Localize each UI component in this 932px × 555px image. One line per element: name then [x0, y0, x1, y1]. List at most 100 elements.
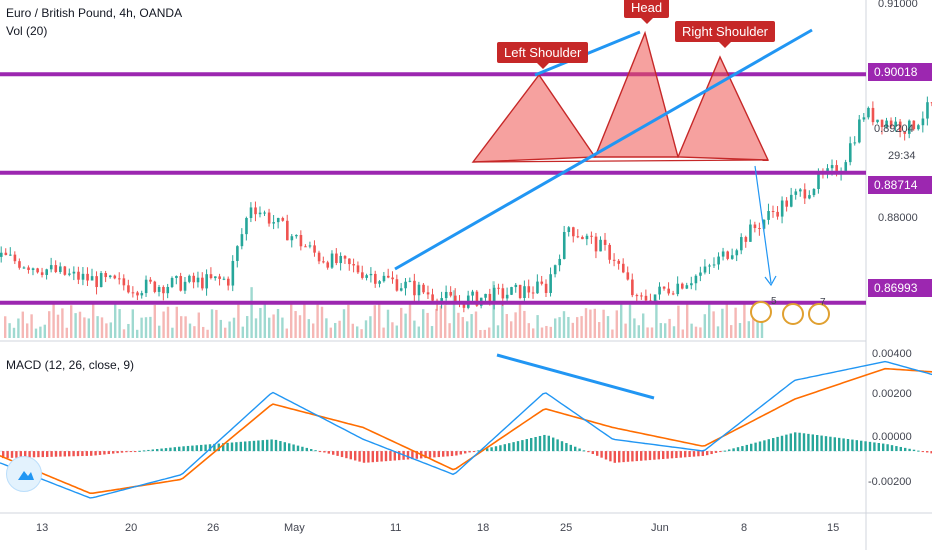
volume-bar: [738, 323, 742, 338]
candle-body: [118, 278, 121, 280]
macd-histogram-bar: [926, 451, 929, 453]
macd-histogram-bar: [464, 451, 467, 454]
volume-bar: [637, 325, 640, 338]
candle-body: [127, 285, 130, 293]
candle-body: [431, 294, 434, 301]
volume-bar: [188, 323, 192, 338]
macd-histogram-bar: [565, 443, 568, 452]
macd-line[interactable]: [0, 360, 932, 499]
macd-histogram-bar: [776, 436, 779, 452]
volume-bar: [760, 314, 764, 338]
neckline[interactable]: [472, 159, 769, 163]
candle-body: [281, 217, 285, 221]
candle-body: [726, 251, 729, 259]
macd-histogram-bar: [151, 449, 154, 452]
uk-flag-icon[interactable]: [808, 303, 830, 325]
volume-bar: [686, 302, 689, 338]
tradingview-logo[interactable]: [6, 456, 42, 492]
candle-body: [753, 224, 757, 229]
volume-bar: [505, 314, 508, 338]
candle-body: [740, 237, 743, 251]
macd-histogram-bar: [468, 451, 471, 453]
macd-histogram-bar: [741, 446, 744, 452]
head-triangle[interactable]: [593, 30, 679, 158]
candle-body: [721, 251, 725, 257]
cloud-icon: [18, 471, 34, 480]
macd-tick-4: -0.00200: [868, 476, 912, 488]
left-shoulder-triangle[interactable]: [471, 73, 597, 163]
right-shoulder-triangle[interactable]: [676, 55, 770, 161]
macd-histogram-bar: [657, 451, 660, 460]
candle-body: [72, 271, 76, 274]
candle-body: [871, 107, 875, 123]
candle-body: [356, 265, 360, 273]
macd-histogram-bar: [354, 451, 357, 461]
uptrend-line[interactable]: [394, 28, 813, 271]
macd-indicator-label[interactable]: MACD (12, 26, close, 9): [6, 358, 135, 372]
macd-histogram-bar: [895, 446, 898, 452]
macd-histogram-bar: [763, 440, 766, 452]
macd-histogram-bar: [195, 445, 198, 452]
event-flag-icon[interactable]: [750, 301, 772, 323]
chart-title: Euro / British Pound, 4h, OANDA: [6, 6, 183, 20]
volume-bar: [210, 309, 214, 338]
candle-body: [454, 295, 457, 303]
macd-histogram-bar: [499, 445, 502, 452]
candle-body: [585, 235, 589, 240]
candle-body: [544, 283, 548, 293]
divergence-line[interactable]: [496, 353, 655, 400]
macd-histogram-bar: [811, 434, 814, 452]
candle-body: [286, 220, 289, 241]
candle-body: [867, 107, 870, 118]
macd-histogram-bar: [719, 451, 722, 453]
volume-bar: [127, 323, 130, 338]
candle-body: [785, 200, 789, 207]
macd-histogram-bar: [274, 439, 278, 452]
candle-body: [122, 278, 126, 286]
macd-histogram-bar: [578, 448, 581, 452]
candle-body: [339, 255, 343, 264]
macd-histogram-bar: [125, 451, 128, 453]
candle-body: [408, 280, 412, 282]
macd-histogram-bar: [68, 451, 71, 457]
time-tick-label: Jun: [651, 522, 669, 534]
macd-histogram-bar: [19, 451, 22, 458]
macd-histogram-bar: [679, 451, 682, 458]
candle-body: [209, 274, 213, 279]
candle-body: [767, 211, 770, 220]
candle-body: [730, 255, 734, 259]
macd-histogram-bar: [186, 445, 190, 452]
candle-body: [749, 224, 752, 242]
macd-histogram-bar: [239, 441, 242, 452]
macd-histogram-bar: [864, 441, 867, 452]
signal-line[interactable]: [0, 367, 932, 494]
candle-body: [735, 250, 739, 256]
projection-arrow[interactable]: [754, 165, 772, 284]
volume-indicator-label[interactable]: Vol (20): [6, 24, 48, 38]
time-tick-label: 15: [827, 522, 840, 534]
candle-body: [640, 295, 643, 297]
macd-histogram-bar: [314, 450, 317, 452]
candle-body: [22, 267, 26, 269]
volume-bar: [219, 319, 222, 338]
candle-body: [317, 252, 321, 262]
candle-body: [40, 272, 44, 275]
volume-bar: [241, 326, 244, 338]
candle-body: [744, 237, 748, 242]
candle-body: [803, 189, 807, 199]
volume-bar: [593, 308, 596, 338]
macd-histogram-bar: [173, 447, 176, 452]
volume-bar: [725, 302, 728, 338]
candle-body: [475, 291, 479, 306]
candle-body: [848, 143, 852, 163]
time-tick-label: 20: [125, 522, 138, 534]
macd-histogram-bar: [380, 451, 383, 462]
candle-body: [36, 268, 39, 273]
volume-bar: [334, 322, 337, 338]
volume-bar: [554, 318, 557, 338]
head-callout: Head: [624, 0, 670, 24]
candle-body: [144, 279, 148, 294]
candle-body: [45, 269, 48, 275]
uk-flag-icon[interactable]: [782, 303, 804, 325]
